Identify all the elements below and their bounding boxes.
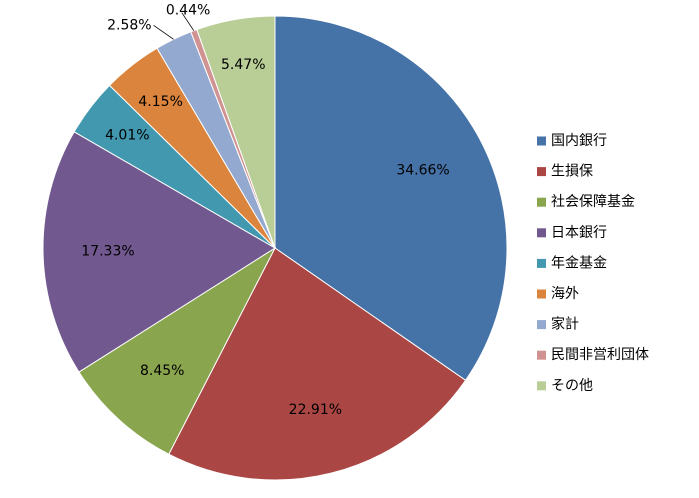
pie-slice (168, 247, 467, 481)
legend-swatch (537, 289, 546, 299)
data-label: 0.44% (166, 3, 210, 19)
legend-swatch (537, 167, 546, 177)
legend-label: 家計 (551, 316, 579, 333)
legend-swatch (537, 350, 546, 360)
legend-swatch (537, 136, 546, 146)
data-label: 4.01% (105, 128, 149, 144)
legend-label: 日本銀行 (551, 225, 607, 241)
data-label: 5.47% (221, 57, 265, 73)
legend-label: 民間非営利団体 (551, 347, 649, 363)
leader-line (153, 25, 174, 40)
legend-label: その他 (551, 378, 593, 394)
data-label: 4.15% (138, 94, 182, 110)
pie-slice (78, 246, 277, 455)
data-label: 34.66% (396, 163, 449, 179)
legend-swatch (537, 320, 546, 330)
legend-label: 国内銀行 (551, 133, 607, 149)
legend-swatch (537, 228, 546, 238)
legend-label: 年金基金 (551, 254, 607, 271)
legend-swatch (537, 258, 546, 268)
legend-swatch (537, 381, 546, 391)
data-label: 17.33% (81, 243, 134, 259)
pie-slice (196, 15, 276, 249)
data-label: 2.58% (107, 17, 151, 33)
legend-swatch (537, 197, 546, 207)
leader-line (181, 12, 195, 31)
legend-label: 海外 (551, 286, 579, 302)
data-label: 22.91% (289, 402, 342, 418)
legend-label: 生損保 (551, 164, 593, 180)
data-label: 8.45% (140, 363, 184, 379)
pie-slice (42, 131, 276, 373)
legend-label: 社会保障基金 (551, 193, 635, 210)
pie-slice (274, 15, 508, 382)
